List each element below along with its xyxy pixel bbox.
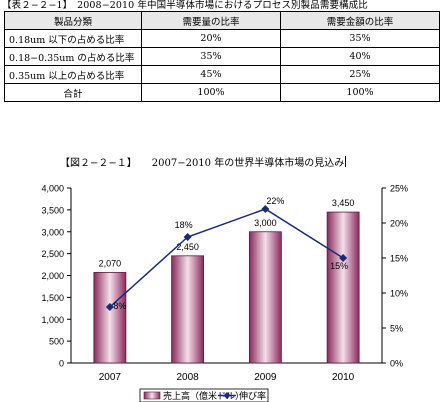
total-volume-ratio: 100% (141, 83, 281, 102)
y-left-tick-label: 2,000 (41, 271, 64, 281)
text-cursor (345, 156, 347, 167)
row-volume-ratio: 20% (141, 29, 281, 48)
y-left-tick-label: 2,500 (41, 249, 64, 259)
row-category: 0.18um 以下の占める比率 (4, 29, 142, 48)
growth-rate-line (109, 208, 344, 308)
y-left-tick-label: 3,500 (41, 205, 64, 215)
y-left-tick-label: 3,000 (41, 227, 64, 237)
total-label: 合計 (4, 83, 142, 102)
y-right-tick-label: 15% (390, 254, 408, 264)
row-category: 0.35um 以上の占める比率 (4, 65, 142, 84)
row-volume-ratio: 45% (141, 65, 281, 84)
header-category: 製品分類 (4, 11, 142, 30)
x-tick-label: 2007 (99, 372, 122, 383)
header-volume-ratio: 需要量の比率 (141, 11, 281, 30)
y-right-tick-label: 20% (390, 219, 408, 229)
bar (171, 255, 205, 364)
product-demand-table: 製品分類 需要量の比率 需要金額の比率 0.18um 以下の占める比率 20% … (4, 11, 441, 102)
row-category: 0.18−0.35um の占める比率 (4, 47, 142, 66)
y-right-tick-label: 25% (390, 184, 408, 194)
table-total-row: 合計 100% 100% (4, 83, 441, 102)
legend-line-label: 伸び率 (239, 390, 266, 401)
growth-rate-label: 18% (175, 220, 193, 230)
growth-rate-label: 22% (266, 196, 284, 206)
figure-caption: 【図２−２−１】 2007−2010 年の世界半導体市場の見込み (60, 154, 347, 169)
legend-box (139, 388, 269, 402)
row-volume-ratio: 35% (141, 47, 281, 66)
figure-caption-text: 【図２−２−１】 2007−2010 年の世界半導体市場の見込み (60, 158, 345, 169)
bar (248, 231, 282, 364)
y-right-tick-label: 5% (390, 324, 403, 334)
legend-line-marker (223, 392, 231, 399)
semiconductor-market-chart: 0 500 1,000 1,500 2,000 2,500 3,000 3,500 4,000 0… (41, 184, 408, 402)
y-right-tick-label: 10% (390, 289, 408, 299)
bar-value-label: 3,000 (254, 218, 277, 228)
y-left-tick-label: 1,000 (41, 315, 64, 325)
growth-rate-label: 15% (330, 261, 348, 271)
table-header-row: 製品分類 需要量の比率 需要金額の比率 (4, 11, 441, 30)
table-row: 0.35um 以上の占める比率 45% 25% (4, 65, 441, 84)
legend-bar-label: 売上高（億米ドル） (163, 390, 244, 401)
row-amount-ratio: 25% (279, 65, 441, 84)
growth-rate-point (339, 254, 348, 262)
header-amount-ratio: 需要金額の比率 (279, 11, 441, 30)
row-amount-ratio: 40% (279, 47, 441, 66)
growth-rate-label: 8% (113, 301, 126, 311)
total-amount-ratio: 100% (279, 83, 441, 102)
x-tick-label: 2008 (177, 372, 200, 383)
table-caption: 【表２−２−1】 2008−2010 年中国半導体市場におけるプロセス別製品需要… (2, 0, 368, 11)
y-left-tick-label: 1,500 (41, 293, 64, 303)
y-right-tick-label: 0% (390, 359, 403, 369)
bar-value-label: 3,450 (332, 198, 355, 208)
table-row: 0.18um 以下の占める比率 20% 35% (4, 29, 441, 48)
y-left-tick-label: 4,000 (41, 184, 64, 194)
row-amount-ratio: 35% (279, 29, 441, 48)
x-tick-label: 2009 (254, 372, 277, 383)
growth-rate-point (261, 205, 270, 213)
bar (326, 211, 360, 364)
bar-value-label: 2,070 (99, 258, 122, 268)
table-row: 0.18−0.35um の占める比率 35% 40% (4, 47, 441, 66)
y-left-tick-label: 500 (49, 337, 64, 347)
bar-value-label: 2,450 (176, 242, 199, 252)
y-left-tick-label: 0 (59, 359, 64, 369)
growth-rate-point (105, 303, 114, 311)
growth-rate-point (183, 233, 192, 241)
x-tick-label: 2010 (332, 372, 355, 383)
legend-bar-swatch (143, 391, 161, 400)
bar (93, 272, 127, 364)
